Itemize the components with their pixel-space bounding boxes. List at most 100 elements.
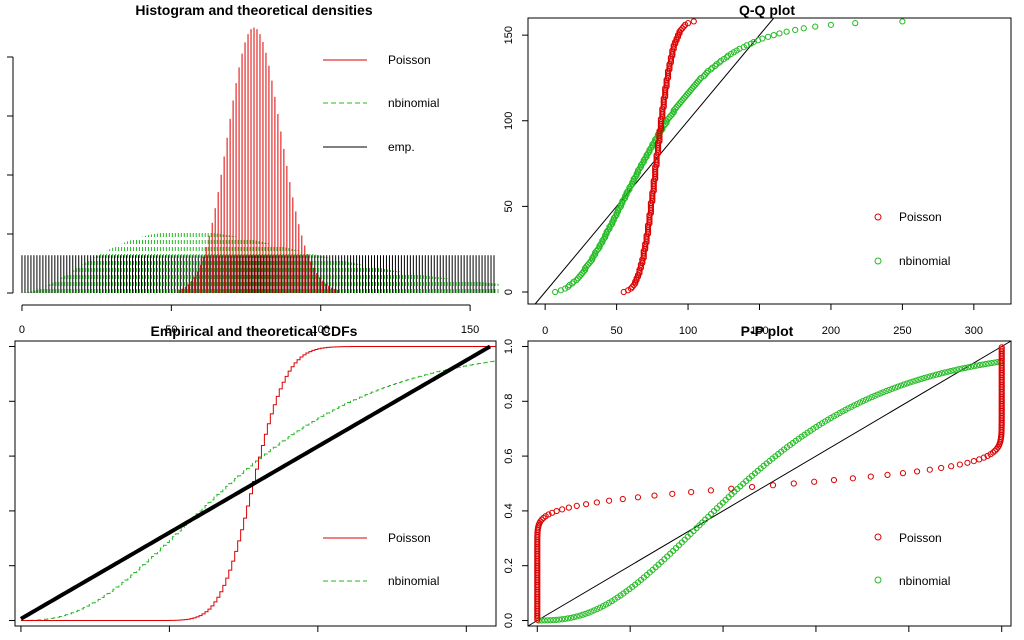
qq-nbinomial-point (812, 23, 819, 30)
pp-nbinomial-point (547, 617, 554, 624)
histogram-x-axis: 0 50 100 150 (19, 304, 479, 336)
pp-nbinomial-point (912, 377, 919, 384)
pp-panel: 0.0 0.2 0.4 0.6 0.8 1.0 P-P plot Poisson nbin… (503, 323, 1012, 632)
pp-nbinomial-point (918, 375, 925, 382)
pp-nbinomial-point (579, 611, 586, 618)
qq-nbinomial-point (600, 235, 607, 243)
qq-nbinomial-point (622, 193, 629, 200)
pp-nbinomial-point (891, 384, 899, 391)
qq-nbinomial-point (610, 216, 617, 224)
pp-x-axis (536, 625, 1003, 632)
qq-nbinomial-point (776, 30, 783, 37)
histogram-nbinomial-density (22, 231, 499, 293)
pp-nbinomial-point (959, 365, 966, 372)
pp-nbinomial-point (576, 612, 583, 619)
pp-poisson-point (707, 487, 714, 494)
qq-y-axis: 0 50 100 150 (503, 26, 529, 295)
cdf-legend: Poisson nbinomial (323, 531, 439, 588)
pp-nbinomial-point (856, 399, 864, 406)
pp-nbinomial-point (927, 373, 934, 380)
pp-nbinomial-point (929, 372, 937, 379)
pp-nbinomial-point (556, 616, 563, 623)
pp-nbinomial-point (944, 368, 951, 375)
qq-nbinomial-point (589, 256, 596, 263)
qq-nbinomial-point (827, 21, 835, 28)
qq-nbinomial-point (633, 170, 640, 177)
y-tick-label: 0.2 (503, 558, 515, 573)
pp-nbinomial-point (932, 371, 940, 378)
pp-poisson-point (811, 478, 818, 485)
qq-nbinomial-point (759, 35, 766, 42)
qq-nbinomial-point (770, 32, 777, 39)
pp-nbinomial-point (950, 367, 957, 374)
qq-nbinomial-point (552, 288, 559, 296)
pp-poisson-point (619, 495, 626, 503)
pp-nbinomial-point (985, 360, 992, 367)
pp-poisson-point (634, 494, 642, 501)
pp-poisson-point (593, 499, 600, 506)
x-tick-label: 100 (312, 324, 330, 336)
qq-nbinomial-point (564, 283, 572, 290)
histogram-title: Histogram and theoretical densities (135, 2, 372, 18)
pp-nbinomial-point (553, 616, 560, 623)
pp-poisson-point (830, 476, 838, 484)
pp-poisson-points (534, 344, 1005, 623)
qq-poisson-point (674, 32, 682, 39)
qq-nbinomial-point (609, 218, 616, 225)
empirical-cdf-curve (19, 344, 492, 621)
pp-poisson-point (728, 485, 735, 492)
pp-poisson-point (849, 475, 856, 482)
pp-nbinomial-point (544, 617, 551, 624)
x-tick-label: 100 (679, 325, 697, 337)
pp-poisson-point (573, 502, 580, 510)
qq-panel: 0 50 100 150 0 50 100 150 200 250 300 Q-Q plot Po… (503, 2, 1012, 337)
pp-poisson-point (998, 345, 1005, 353)
pp-nbinomial-point (894, 383, 902, 390)
pp-y-axis: 0.0 0.2 0.4 0.6 0.8 1.0 (503, 339, 529, 628)
pp-nbinomial-point (596, 604, 604, 611)
qq-nbinomial-point (663, 119, 670, 126)
qq-nbinomial-point (613, 210, 620, 217)
x-tick-label: 50 (165, 324, 177, 336)
qq-poisson-point (670, 42, 677, 49)
qq-nbinomial-point (636, 165, 643, 172)
pp-nbinomial-point (947, 368, 954, 375)
x-tick-label: 150 (750, 325, 768, 337)
pp-nbinomial-point (842, 406, 849, 413)
qq-nbinomial-point (670, 109, 677, 116)
qq-nbinomial-point (627, 182, 634, 189)
pp-poisson-point (970, 457, 977, 465)
qq-nbinomial-point (630, 177, 637, 184)
pp-poisson-point (748, 483, 756, 491)
pp-poisson-point (769, 482, 777, 489)
qq-nbinomial-point (792, 26, 799, 34)
qq-nbinomial-point (703, 69, 710, 76)
qq-nbinomial-point (599, 239, 606, 246)
qq-nbinomial-point (594, 246, 602, 253)
qq-nbinomial-point (640, 158, 647, 165)
pp-poisson-point (867, 473, 874, 480)
qq-x-axis: 0 50 100 150 200 250 300 (542, 303, 983, 337)
qq-nbinomial-point (723, 54, 730, 61)
pp-nbinomial-point (877, 390, 884, 397)
qq-nbinomial-point (587, 258, 594, 265)
legend-nbinomial-label: nbinomial (388, 96, 439, 110)
qq-nbinomial-point (606, 225, 613, 232)
cdf-x-axis (20, 625, 467, 632)
qq-nbinomial-point (590, 252, 597, 260)
pp-poisson-point (980, 454, 987, 461)
pp-poisson-point (899, 470, 907, 477)
cdf-y-axis (9, 345, 16, 622)
pp-nbinomial-point (886, 386, 893, 393)
qq-nbinomial-point (620, 196, 627, 203)
pp-nbinomial-point (941, 369, 948, 376)
pp-nbinomial-point (915, 376, 922, 383)
pp-nbinomial-point (570, 614, 577, 621)
identity-line (527, 340, 1012, 627)
legend-nbinomial-point-key (874, 257, 882, 265)
histogram-empirical-bars (21, 255, 495, 293)
qq-nbinomial-point (602, 232, 609, 239)
qq-nbinomial-point (783, 28, 790, 35)
pp-nbinomial-point (924, 374, 931, 381)
